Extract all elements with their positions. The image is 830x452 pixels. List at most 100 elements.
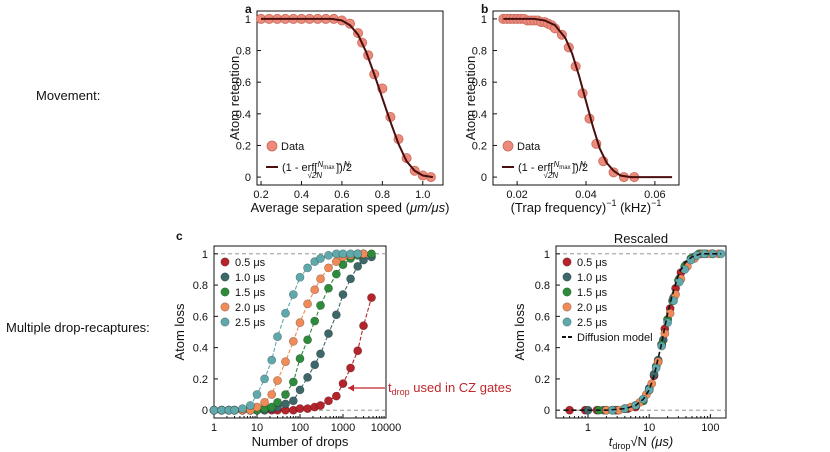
x-tick-label: 0.8 [375,189,390,201]
panel-b-legend-fit-label: (1 - erf[Nmax − N √2N])/2 [518,160,588,180]
y-tick-label: 1 [202,249,208,261]
legend-label: 0.5 μs [235,257,266,269]
cz-gate-annotation: tdrop used in CZ gates [348,380,512,397]
xlabel-sqrt: √N [630,434,647,449]
fit-suffix: ])/2 [336,162,352,174]
data-point [346,274,355,284]
y-tick-label: 0.6 [535,311,550,323]
panel-b-xlabel-text: (Trap frequency) [511,200,607,215]
legend-label: 1.5 μs [235,287,266,299]
panel-b-xticks: 0.02 0.04 0.06 [506,181,666,201]
data-point [295,354,305,363]
y-tick-label: 0.8 [193,280,208,292]
x-tick-label: 1 [211,422,217,434]
data-point [273,332,282,342]
data-point [310,316,320,326]
row-label-drop-recaptures: Multiple drop-recaptures: [6,320,150,335]
diffusion-model-curve [563,253,722,412]
xlabel-unit: (μs) [651,434,673,449]
data-point [353,261,363,271]
data-point [281,357,290,367]
y-tick-label: 1 [245,14,251,26]
data-point [338,290,348,299]
legend-label: 2.5 μs [235,317,266,329]
data-point [324,329,333,338]
fit-prefix: (1 - erf[ [282,162,317,174]
data-point [288,290,298,299]
panel-c-chart: c 1 10 100 1000 10000 0 0.2 0.4 0.6 0.8 1 0.5 μs 1… [172,229,401,449]
data-point [288,396,298,406]
panel-rescaled-yticks: 0 0.2 0.4 0.6 0.8 1 [535,249,560,417]
data-point [316,349,325,359]
data-point [353,346,363,356]
y-tick-label: 0.4 [472,109,487,121]
data-point [665,308,675,318]
data-point [674,277,684,287]
legend-marker [220,302,230,312]
x-tick-label: 1 [585,422,591,434]
panel-rescaled-chart: Rescaled 1 10 100 0 0.2 0.4 0.6 0.8 1 0.5 μs 1.0… [512,231,727,451]
panel-a-legend-data-marker [266,140,278,152]
data-point [550,23,561,34]
y-tick-label: 0 [481,172,487,184]
panel-c-letter: c [176,229,183,243]
data-point [252,390,262,399]
legend-label: 2.0 μs [577,302,608,314]
data-point [281,308,290,318]
panel-a-chart: a 0.2 0.4 0.6 0.8 1.0 00.20.40.60.81 Atom re… [227,2,450,215]
series-line [214,297,373,411]
fit-curve [261,17,434,179]
panel-a-xlabel-text: Average separation speed ( [250,200,410,215]
panel-b-legend-data-label: Data [517,141,541,153]
legend-marker [562,317,572,327]
panel-a-marks [256,13,436,183]
fit-num: N [317,160,323,169]
panel-rescaled-frame [555,245,727,419]
legend-marker [220,257,230,267]
panel-a-ylabel: Atom retention [227,56,242,141]
panel-a-letter: a [245,2,252,16]
data-point [686,255,696,265]
panel-b-xlabel-unit-sup: −1 [651,198,661,208]
x-tick-label: 100 [701,422,719,434]
panel-rescaled-marks [563,249,726,415]
x-tick-label: 1.0 [415,189,430,201]
x-tick-label: 0.04 [575,189,596,201]
fit-den: √2N [543,171,558,180]
legend-model-label: Diffusion model [577,332,653,344]
data-point [316,401,325,410]
data-point [267,390,277,399]
data-point [367,249,376,259]
panel-b-letter: b [481,2,488,16]
data-point [316,274,325,284]
y-tick-label: 0.2 [193,374,208,386]
data-point [288,336,298,346]
data-point [367,293,376,302]
data-point [260,374,269,384]
data-point [310,285,320,295]
data-point [303,372,312,382]
x-tick-label: 0.06 [644,189,665,201]
x-tick-label: 0.2 [253,189,268,201]
panel-a-xlabel-unit: μm/μs [409,200,446,215]
y-tick-label: 0.6 [472,77,487,89]
annotation-text: tdrop used in CZ gates [388,380,512,397]
x-tick-label: 0.6 [334,189,349,201]
legend-marker [562,287,572,297]
panel-b-legend-data-marker [502,140,514,152]
data-point [331,310,341,320]
panel-rescaled-xticks: 1 10 100 [555,414,720,434]
data-point [331,269,341,279]
data-point [324,396,333,406]
y-tick-label: 0.6 [236,77,251,89]
panel-b-xlabel-unit: (kHz) [616,200,651,215]
x-tick-label: 0.4 [294,189,309,201]
fit-num-sub: max [323,165,334,171]
y-tick-label: 0.2 [236,140,251,152]
legend-marker [220,317,230,327]
x-tick-label: 100 [291,422,309,434]
x-tick-label: 0.02 [506,189,527,201]
y-tick-label: 0.2 [472,140,487,152]
panel-a-xlabel: Average separation speed (μm/μs) [250,200,449,215]
data-point [267,355,277,365]
